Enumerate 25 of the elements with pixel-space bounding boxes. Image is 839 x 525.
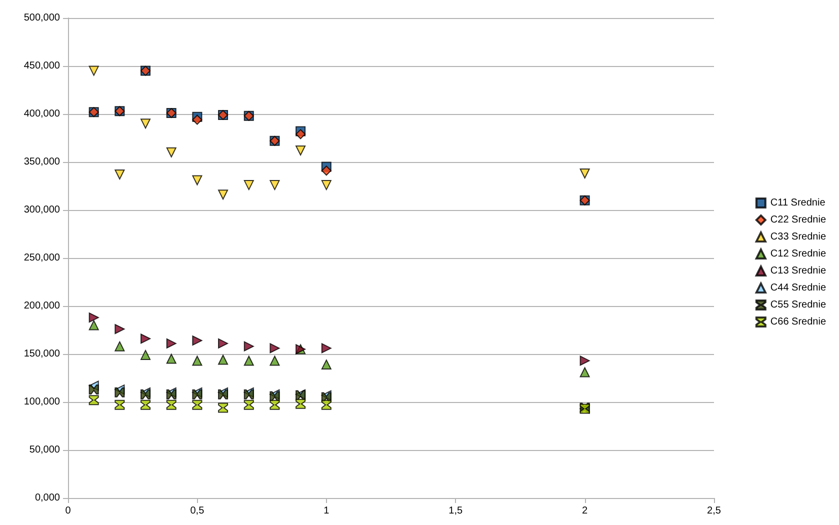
legend-label: C11 Srednie <box>770 198 826 208</box>
y-tick-label: 50,000 <box>29 444 60 456</box>
x-tick-label: 1 <box>324 506 330 516</box>
y-tick-label: 100,000 <box>24 396 60 408</box>
legend-label: C22 Srednie <box>770 214 826 226</box>
x-tick-label: 0,5 <box>190 506 205 516</box>
x-tick-label: 2 <box>582 506 588 516</box>
x-tick-label: 0 <box>65 506 72 516</box>
y-tick-label: 150,000 <box>24 348 60 360</box>
x-tick-label: 1,5 <box>448 506 463 516</box>
y-tick-label: 350,000 <box>24 156 60 168</box>
legend-label: C44 Srednie <box>770 282 826 294</box>
y-tick-label: 0,000 <box>34 492 60 504</box>
legend-label: C66 Srednie <box>770 316 826 328</box>
legend-label: C33 Srednie <box>770 232 826 242</box>
y-tick-label: 400,000 <box>24 108 60 120</box>
x-tick-label: 2,5 <box>707 506 722 516</box>
legend-label: C55 Srednie <box>770 300 826 310</box>
y-tick-label: 450,000 <box>24 60 60 72</box>
y-tick-label: 300,000 <box>24 204 60 216</box>
legend-label: C13 Srednie <box>770 266 826 276</box>
y-tick-label: 500,000 <box>24 12 60 24</box>
legend-label: C12 Srednie <box>770 248 826 260</box>
y-tick-label: 200,000 <box>24 300 60 312</box>
y-tick-label: 250,000 <box>24 252 60 264</box>
